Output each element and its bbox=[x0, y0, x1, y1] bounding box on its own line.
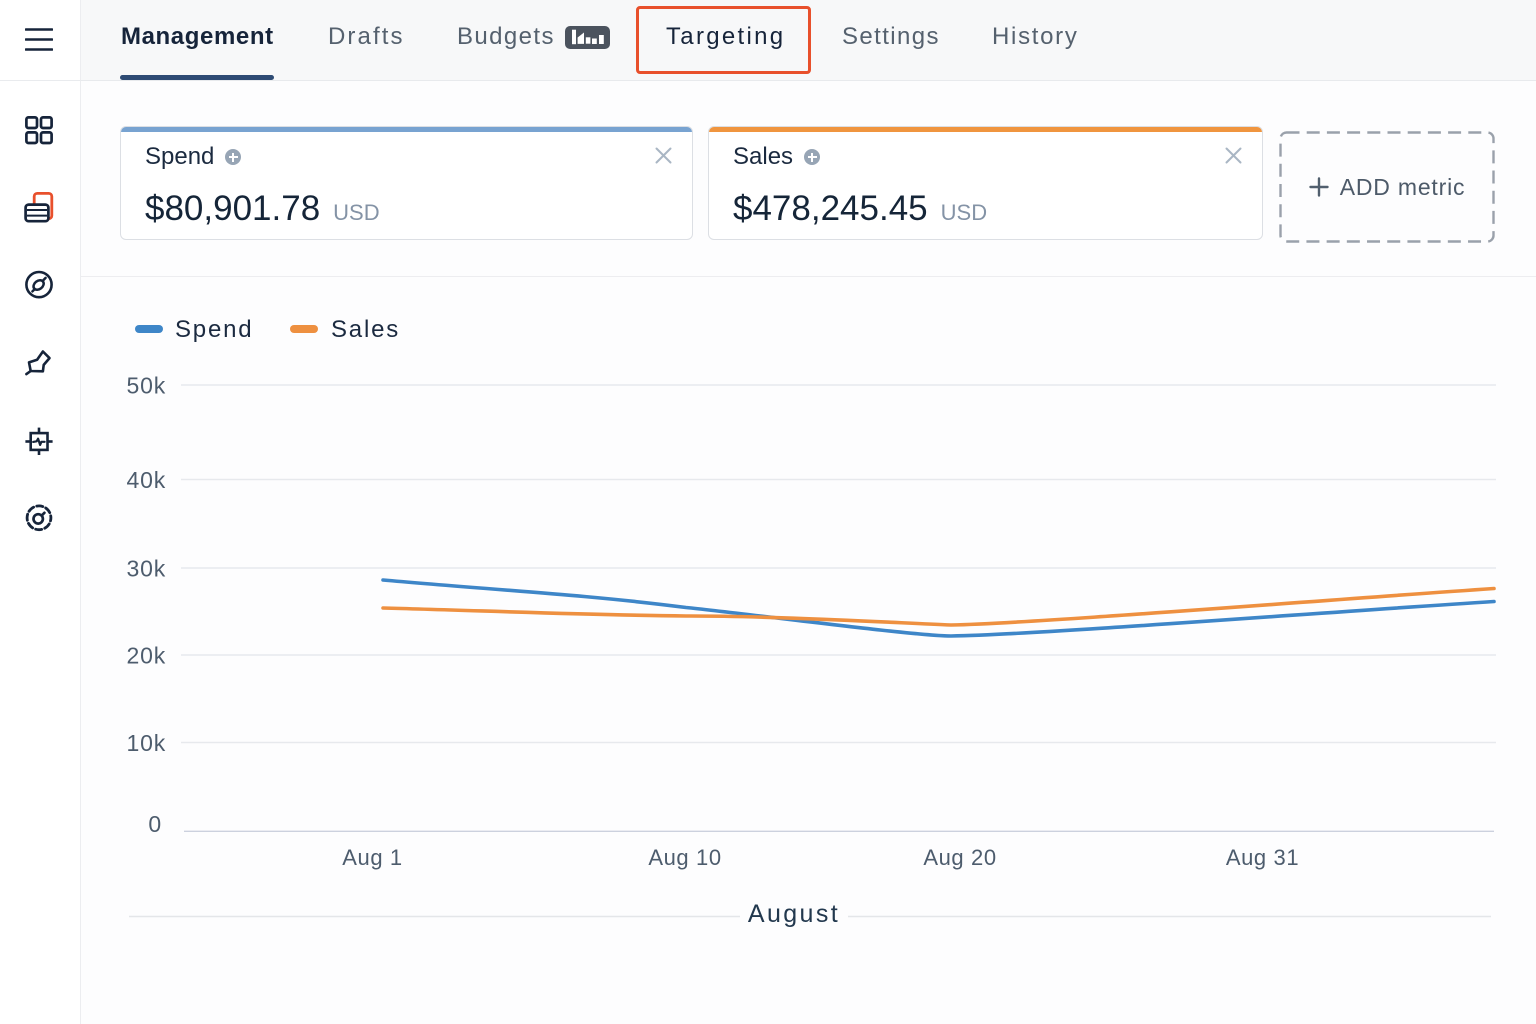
svg-text:20k: 20k bbox=[127, 642, 166, 668]
svg-text:Aug 20: Aug 20 bbox=[923, 845, 996, 870]
svg-text:Aug 10: Aug 10 bbox=[648, 845, 721, 870]
svg-text:Sales: Sales bbox=[331, 316, 400, 343]
svg-text:0: 0 bbox=[148, 811, 162, 837]
svg-text:Spend: Spend bbox=[175, 316, 253, 343]
svg-text:August: August bbox=[748, 900, 840, 928]
svg-text:Aug 31: Aug 31 bbox=[1226, 845, 1299, 870]
svg-text:40k: 40k bbox=[127, 467, 166, 493]
svg-text:50k: 50k bbox=[127, 372, 166, 398]
svg-text:10k: 10k bbox=[127, 730, 166, 756]
svg-text:30k: 30k bbox=[127, 555, 166, 581]
svg-text:Aug 1: Aug 1 bbox=[342, 845, 403, 870]
